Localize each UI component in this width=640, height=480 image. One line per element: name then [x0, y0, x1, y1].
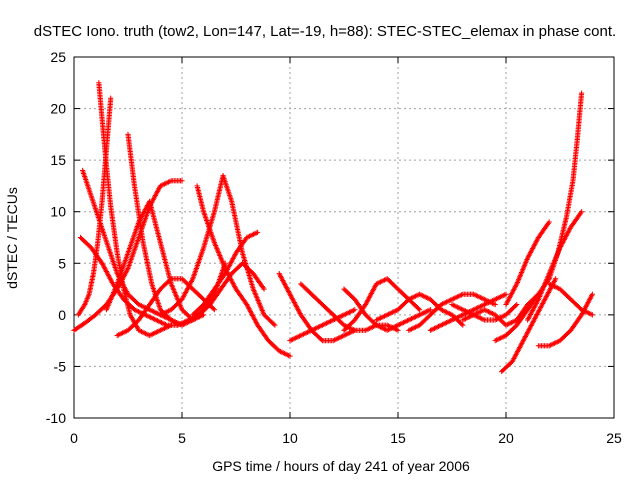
data-series	[546, 90, 585, 282]
y-tick-label: 20	[50, 101, 66, 117]
data-point	[352, 307, 358, 313]
data-point	[589, 291, 595, 297]
data-point	[427, 307, 433, 313]
data-series	[157, 173, 278, 328]
data-series	[492, 276, 552, 344]
y-tick-label: 10	[50, 204, 66, 220]
data-series	[287, 307, 358, 344]
y-axis-label: dSTEC / TECUs	[4, 187, 20, 289]
x-tick-label: 20	[498, 430, 514, 446]
grid-lines	[74, 57, 614, 418]
data-point	[211, 307, 217, 313]
data-point	[460, 322, 466, 328]
y-tick-label: -5	[54, 358, 67, 374]
y-tick-label: 0	[58, 307, 66, 323]
data-point	[415, 306, 422, 312]
data-point	[579, 209, 585, 215]
data-point	[503, 291, 509, 297]
data-point	[589, 312, 595, 318]
x-tick-label: 25	[606, 430, 622, 446]
x-tick-label: 10	[282, 430, 298, 446]
data-point	[168, 322, 174, 328]
data-point	[271, 321, 277, 327]
x-tick-label: 15	[390, 430, 406, 446]
data-point	[75, 312, 81, 318]
data-points	[71, 80, 595, 375]
axis-ticks: 0 5 10 15 20 25 -10 -5 0 5 10 15 20 25	[46, 49, 622, 446]
data-point	[513, 302, 519, 309]
data-series	[341, 276, 423, 333]
chart-title: dSTEC Iono. truth (tow2, Lon=147, Lat=-1…	[34, 23, 616, 40]
x-tick-label: 0	[70, 430, 78, 446]
y-tick-label: 25	[50, 49, 66, 65]
data-series	[503, 219, 552, 308]
data-point	[579, 90, 585, 96]
x-tick-label: 5	[178, 430, 186, 446]
y-tick-label: 5	[58, 255, 66, 271]
data-point	[459, 321, 465, 327]
data-series	[75, 95, 114, 318]
data-point	[255, 229, 261, 235]
data-point	[272, 322, 278, 328]
data-series	[96, 80, 174, 339]
data-point	[179, 178, 185, 184]
x-axis-label: GPS time / hours of day 241 of year 2006	[212, 458, 470, 474]
data-point	[287, 353, 293, 359]
data-point	[553, 276, 559, 282]
y-tick-label: -10	[46, 410, 66, 426]
data-point	[417, 307, 423, 313]
data-point	[546, 219, 552, 225]
data-point	[261, 286, 267, 292]
data-series	[276, 271, 358, 344]
data-series	[341, 286, 433, 333]
data-series	[80, 167, 185, 328]
data-point	[318, 337, 324, 343]
data-series	[175, 260, 267, 328]
plot-frame	[73, 56, 615, 419]
y-tick-label: 15	[50, 152, 66, 168]
data-series	[499, 276, 559, 375]
data-series	[546, 281, 595, 318]
data-point	[492, 301, 498, 308]
data-series	[373, 291, 466, 328]
data-series	[190, 229, 261, 318]
data-point	[210, 306, 216, 312]
data-series	[194, 183, 293, 359]
data-point	[514, 301, 520, 308]
data-point	[395, 327, 401, 333]
